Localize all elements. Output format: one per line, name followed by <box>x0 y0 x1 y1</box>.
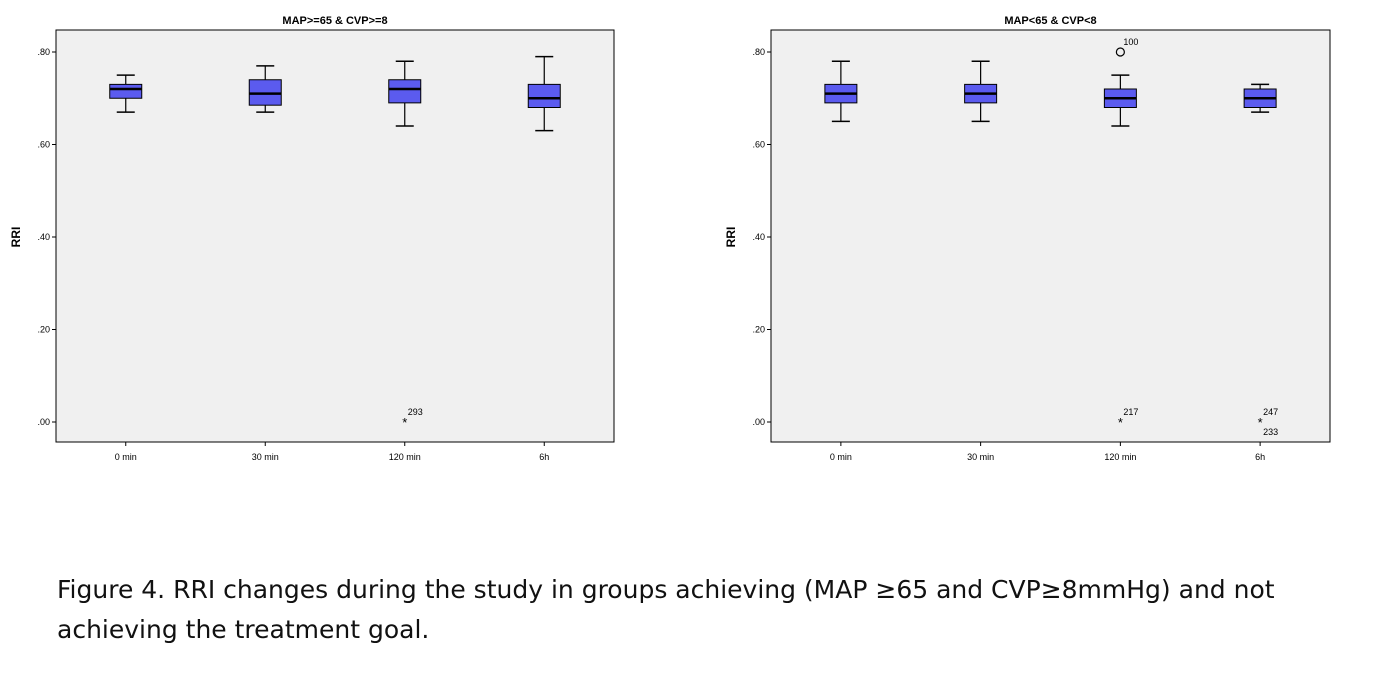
x-tick-label: 6h <box>1255 452 1265 462</box>
chart-panel-2: MAP<65 & CVP<8 RRI .00 .20 .40 .60 .80 0 min 30 … <box>724 15 1331 462</box>
y-tick-label: .20 <box>752 325 765 335</box>
box-2 <box>248 65 282 113</box>
plot-area <box>770 29 1331 443</box>
box-1 <box>824 60 858 123</box>
outlier-marker-star: * <box>402 415 407 430</box>
chart-title: MAP<65 & CVP<8 <box>1004 15 1096 27</box>
outlier-1: *293 <box>402 407 423 430</box>
x-tick-label: 0 min <box>115 452 137 462</box>
outlier-4: 233 <box>1263 427 1278 437</box>
outlier-label: 293 <box>408 407 423 417</box>
outlier-marker-circle <box>1115 47 1125 57</box>
x-tick-label: 120 min <box>389 452 421 462</box>
y-tick-label: .80 <box>752 47 765 57</box>
x-tick-label: 30 min <box>252 452 279 462</box>
y-tick-label: .40 <box>37 232 50 242</box>
figure-charts: MAP>=65 & CVP>=8 RRI .00 .20 .40 .60 .80 0 min 3… <box>9 15 1331 462</box>
chart-panel-1: MAP>=65 & CVP>=8 RRI .00 .20 .40 .60 .80 0 min 3… <box>9 15 615 462</box>
outlier-marker-star: * <box>1258 415 1263 430</box>
outlier-label: 217 <box>1123 407 1138 417</box>
box-iqr <box>109 83 143 99</box>
box-3 <box>1103 74 1137 127</box>
box-iqr <box>388 79 422 104</box>
x-tick-label: 30 min <box>967 452 994 462</box>
outlier-label: 247 <box>1263 407 1278 417</box>
y-tick-label: .40 <box>752 232 765 242</box>
outlier-2: *217 <box>1118 407 1139 430</box>
y-tick-label: .80 <box>37 47 50 57</box>
x-tick-label: 0 min <box>830 452 852 462</box>
outlier-marker-star: * <box>1118 415 1123 430</box>
outlier-1: 100 <box>1115 37 1138 57</box>
chart-title: MAP>=65 & CVP>=8 <box>282 15 387 27</box>
y-tick-label: .60 <box>37 140 50 150</box>
x-tick-label: 120 min <box>1104 452 1136 462</box>
box-2 <box>964 60 998 123</box>
box-4 <box>527 55 561 132</box>
y-tick-label: .00 <box>752 417 765 427</box>
outlier-3: *247 <box>1258 407 1279 430</box>
figure-caption: Figure 4. RRI changes during the study i… <box>57 575 1275 644</box>
box-3 <box>388 60 422 127</box>
box-iqr <box>527 83 561 108</box>
x-tick-label: 6h <box>539 452 549 462</box>
box-1 <box>109 74 143 113</box>
plot-area <box>55 29 615 443</box>
y-axis-label: RRI <box>724 227 738 248</box>
y-tick-label: .20 <box>37 325 50 335</box>
y-tick-label: .60 <box>752 140 765 150</box>
box-4 <box>1243 83 1277 113</box>
y-tick-label: .00 <box>37 417 50 427</box>
outlier-label: 100 <box>1123 37 1138 47</box>
y-axis-label: RRI <box>9 227 23 248</box>
outlier-label: 233 <box>1263 427 1278 437</box>
